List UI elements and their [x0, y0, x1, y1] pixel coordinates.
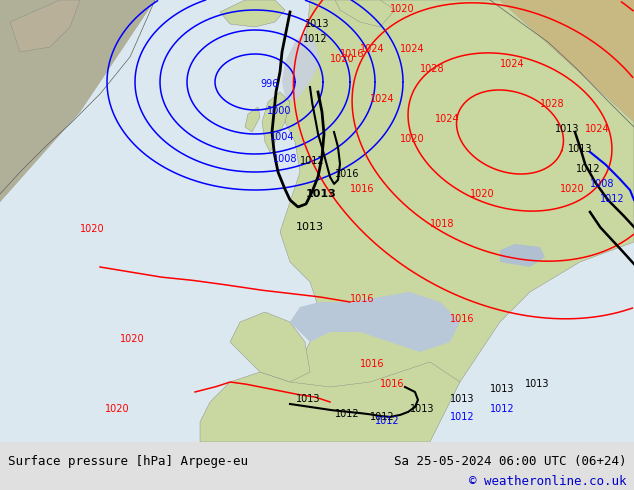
Text: 1012: 1012	[375, 416, 399, 426]
Text: 1020: 1020	[560, 184, 585, 194]
Text: 1012: 1012	[450, 412, 475, 422]
Text: 1020: 1020	[120, 334, 145, 344]
Polygon shape	[0, 0, 155, 202]
Text: 1024: 1024	[585, 124, 610, 134]
Text: © weatheronline.co.uk: © weatheronline.co.uk	[469, 475, 626, 488]
Text: 1016: 1016	[380, 379, 404, 389]
Text: 1024: 1024	[435, 114, 460, 124]
Text: 1016: 1016	[350, 294, 375, 304]
Text: 1018: 1018	[430, 219, 455, 229]
Polygon shape	[200, 362, 460, 442]
Text: 1020: 1020	[400, 134, 425, 144]
Text: 1020: 1020	[390, 4, 415, 14]
Text: 1004: 1004	[270, 132, 295, 142]
Text: 1013: 1013	[296, 222, 324, 232]
Text: 1016: 1016	[335, 169, 359, 179]
Polygon shape	[280, 0, 634, 442]
Text: 1016: 1016	[350, 184, 375, 194]
Text: 1020: 1020	[330, 54, 354, 64]
Text: 1012: 1012	[370, 412, 394, 422]
Polygon shape	[290, 292, 460, 352]
Text: 1024: 1024	[400, 44, 425, 54]
Text: 1013: 1013	[305, 19, 330, 29]
Text: 1013: 1013	[525, 379, 550, 389]
Polygon shape	[500, 0, 634, 122]
Text: 1028: 1028	[420, 64, 444, 74]
Text: 1013: 1013	[410, 404, 434, 414]
Text: 1008: 1008	[273, 154, 297, 164]
Text: 1012: 1012	[490, 404, 515, 414]
Text: 1020: 1020	[80, 224, 105, 234]
Text: 1013: 1013	[296, 394, 321, 404]
Text: Sa 25-05-2024 06:00 UTC (06+24): Sa 25-05-2024 06:00 UTC (06+24)	[394, 455, 626, 468]
Polygon shape	[230, 312, 310, 382]
Polygon shape	[282, 32, 320, 102]
Text: 1013: 1013	[450, 394, 474, 404]
Text: 1012: 1012	[300, 156, 325, 166]
Text: 1020: 1020	[105, 404, 129, 414]
Text: 1016: 1016	[340, 49, 365, 59]
Polygon shape	[10, 0, 80, 52]
Polygon shape	[262, 92, 290, 152]
Polygon shape	[220, 0, 285, 27]
Text: Surface pressure [hPa] Arpege-eu: Surface pressure [hPa] Arpege-eu	[8, 455, 248, 468]
Text: 1024: 1024	[360, 44, 385, 54]
Text: 1012: 1012	[600, 194, 624, 204]
Text: 1020: 1020	[470, 189, 495, 199]
Text: 1028: 1028	[540, 99, 565, 109]
Text: 1008: 1008	[590, 179, 614, 189]
Text: 1016: 1016	[360, 359, 384, 369]
Text: 1013: 1013	[306, 189, 337, 199]
Text: 1013: 1013	[555, 124, 579, 134]
Polygon shape	[245, 107, 260, 132]
Text: 1012: 1012	[335, 409, 359, 419]
Text: 1012: 1012	[303, 34, 328, 44]
Polygon shape	[0, 0, 634, 442]
Text: 1013: 1013	[490, 384, 515, 394]
Text: 1016: 1016	[450, 314, 474, 324]
Text: 1012: 1012	[576, 164, 600, 174]
Text: 1024: 1024	[370, 94, 394, 104]
Text: 996: 996	[260, 79, 278, 89]
Polygon shape	[0, 0, 240, 242]
Text: 1000: 1000	[267, 106, 292, 116]
Text: 1013: 1013	[568, 144, 593, 154]
Polygon shape	[500, 244, 545, 267]
Text: 1024: 1024	[500, 59, 524, 69]
Polygon shape	[335, 0, 395, 27]
